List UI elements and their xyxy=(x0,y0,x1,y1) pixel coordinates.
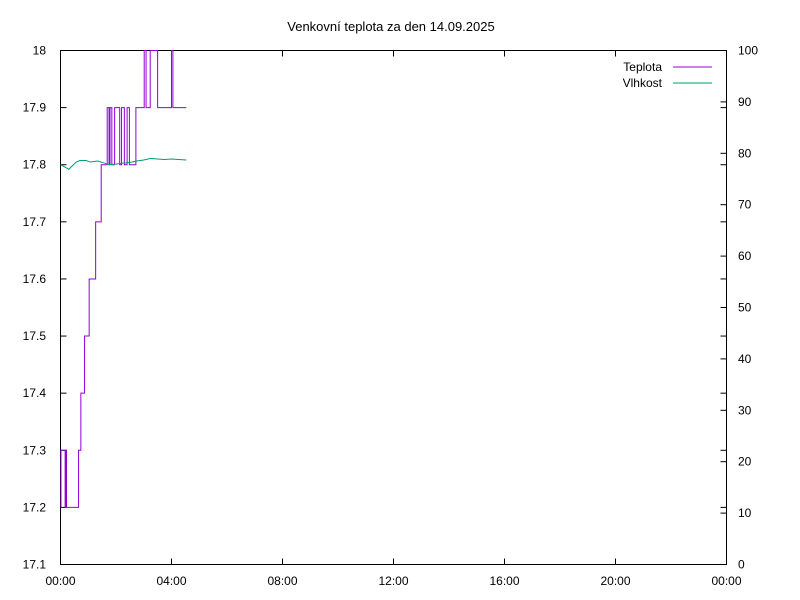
y-tick-label: 17.5 xyxy=(23,329,47,343)
y-tick-label: 17.3 xyxy=(23,443,47,457)
x-tick-label: 04:00 xyxy=(156,574,186,588)
y2-tick-label: 30 xyxy=(738,403,752,417)
legend-label: Vlhkost xyxy=(623,76,663,90)
plot-frame xyxy=(60,50,727,565)
legend-label: Teplota xyxy=(623,60,662,74)
y-tick-label: 17.7 xyxy=(23,215,47,229)
y2-tick-label: 90 xyxy=(738,95,752,109)
y-tick-label: 17.1 xyxy=(23,558,47,572)
y2-tick-label: 70 xyxy=(738,198,752,212)
series-line-teplota xyxy=(60,50,187,508)
y-tick-label: 17.4 xyxy=(23,386,47,400)
x-tick-label: 20:00 xyxy=(600,574,630,588)
series-line-vlhkost xyxy=(60,157,187,170)
chart-title: Venkovní teplota za den 14.09.2025 xyxy=(287,19,494,34)
x-tick-label: 12:00 xyxy=(378,574,408,588)
y2-tick-label: 10 xyxy=(738,506,752,520)
y-tick-label: 17.2 xyxy=(23,500,47,514)
x-tick-label: 08:00 xyxy=(267,574,297,588)
legend: Teplota Vlhkost xyxy=(623,60,712,90)
y2-tick-label: 50 xyxy=(738,301,752,315)
y2-tick-label: 40 xyxy=(738,352,752,366)
y2-tick-label: 100 xyxy=(738,44,758,58)
y2-tick-label: 0 xyxy=(738,558,745,572)
y-tick-label: 17.6 xyxy=(23,272,47,286)
y-tick-label: 17.8 xyxy=(23,158,47,172)
x-tick-label: 00:00 xyxy=(45,574,75,588)
series-layer xyxy=(60,50,187,508)
y2-tick-label: 20 xyxy=(738,455,752,469)
y-tick-label: 18 xyxy=(33,44,47,58)
y2-tick-label: 80 xyxy=(738,146,752,160)
y-tick-label: 17.9 xyxy=(23,101,47,115)
x-tick-label: 00:00 xyxy=(711,574,741,588)
axes-ticks: 17.1 17.2 17.3 17.4 17.5 17.6 17.7 17.8 17.9 18 0 1… xyxy=(23,44,759,589)
y2-tick-label: 60 xyxy=(738,249,752,263)
x-tick-label: 16:00 xyxy=(489,574,519,588)
